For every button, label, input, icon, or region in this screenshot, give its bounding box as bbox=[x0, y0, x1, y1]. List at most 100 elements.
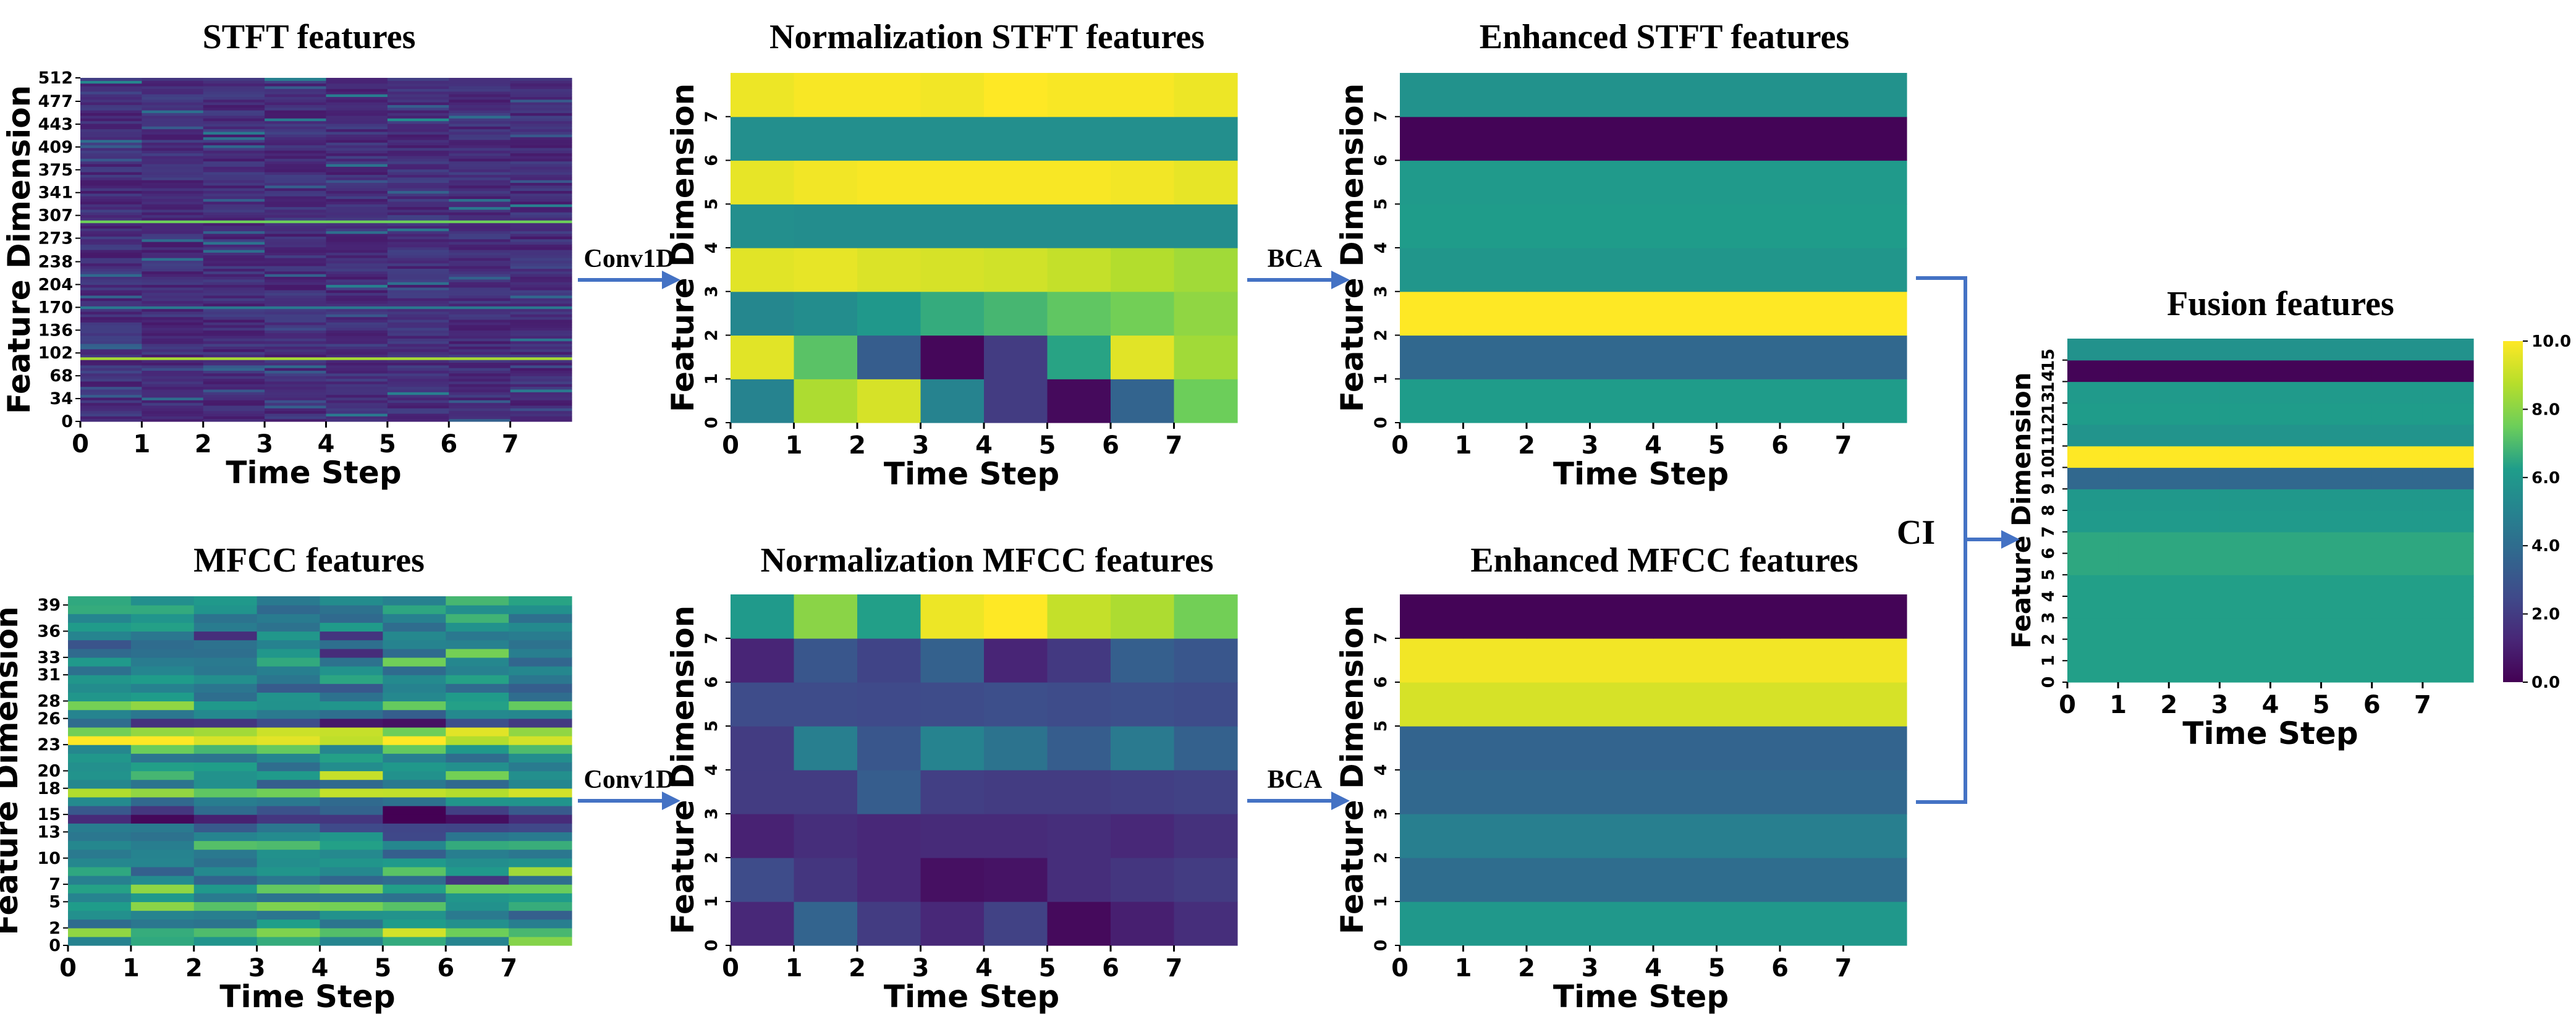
heatmap-cell bbox=[68, 823, 132, 832]
heatmap-cell bbox=[80, 107, 142, 111]
heatmap-cell bbox=[256, 762, 321, 772]
heatmap-cell bbox=[80, 169, 142, 172]
heatmap-cell bbox=[510, 389, 572, 392]
heatmap-cell bbox=[256, 718, 321, 728]
heatmap-cell bbox=[387, 336, 449, 339]
heatmap-cell bbox=[449, 338, 511, 342]
heatmap-cell bbox=[1111, 73, 1175, 117]
heatmap-cell bbox=[80, 370, 142, 374]
heatmap-cell bbox=[2067, 446, 2119, 468]
heatmap-cell bbox=[326, 378, 388, 382]
heatmap-cell bbox=[449, 370, 511, 374]
heatmap-cell bbox=[510, 166, 572, 170]
heatmap-cell bbox=[2169, 467, 2220, 489]
heatmap-cell bbox=[446, 902, 509, 911]
heatmap-cell bbox=[794, 204, 858, 248]
heatmap-cell bbox=[449, 212, 511, 216]
heatmap-cell bbox=[2422, 339, 2474, 361]
x-tick-label: 0 bbox=[722, 954, 739, 982]
heatmap-cell bbox=[383, 657, 446, 667]
heatmap-cell bbox=[383, 876, 446, 885]
heatmap-cell bbox=[320, 814, 383, 824]
heatmap-cell bbox=[510, 158, 572, 162]
heatmap-cell bbox=[142, 250, 204, 253]
heatmap-cell bbox=[265, 222, 327, 226]
y-tick-label: 2 bbox=[702, 852, 721, 864]
heatmap-cell bbox=[1400, 638, 1464, 683]
heatmap-cell bbox=[80, 239, 142, 242]
heatmap-cell bbox=[449, 394, 511, 398]
heatmap-cell bbox=[326, 164, 388, 167]
heatmap-cell bbox=[449, 290, 511, 294]
heatmap-cell bbox=[449, 102, 511, 106]
heatmap-cell bbox=[984, 160, 1048, 205]
heatmap-cell bbox=[449, 344, 511, 347]
heatmap-cell bbox=[80, 115, 142, 119]
y-tick-label: 3 bbox=[702, 808, 721, 820]
heatmap-cell bbox=[1527, 902, 1591, 946]
heatmap-cell bbox=[203, 228, 265, 232]
heatmap-cell bbox=[203, 230, 265, 234]
heatmap-cell bbox=[509, 902, 572, 911]
heatmap-cell bbox=[2219, 596, 2271, 619]
heatmap-cell bbox=[1527, 858, 1591, 902]
y-tick-label: 9 bbox=[2039, 483, 2058, 495]
heatmap-cell bbox=[383, 709, 446, 719]
y-tick-label: 2 bbox=[1371, 852, 1391, 864]
heatmap-cell bbox=[265, 153, 327, 156]
heatmap-cell bbox=[449, 230, 511, 234]
heatmap-cell bbox=[1780, 335, 1844, 379]
heatmap-cell bbox=[326, 338, 388, 342]
y-tick-label: 14 bbox=[2039, 370, 2058, 394]
x-tick-label: 4 bbox=[1645, 431, 1662, 460]
heatmap-cell bbox=[510, 172, 572, 175]
heatmap-cell bbox=[2321, 381, 2373, 403]
heatmap-cell bbox=[731, 291, 795, 336]
heatmap-cell bbox=[265, 386, 327, 390]
heatmap-cell bbox=[2321, 360, 2373, 382]
heatmap-cell bbox=[510, 190, 572, 194]
heatmap-cell bbox=[203, 166, 265, 170]
heatmap-cell bbox=[80, 386, 142, 390]
heatmap-cell bbox=[130, 936, 195, 946]
heatmap-cell bbox=[265, 182, 327, 186]
heatmap-cell bbox=[510, 298, 572, 302]
heatmap-cell bbox=[326, 88, 388, 92]
heatmap-cell bbox=[80, 190, 142, 194]
heatmap-cell bbox=[265, 239, 327, 242]
heatmap-cell bbox=[80, 131, 142, 135]
heatmap-cell bbox=[203, 268, 265, 272]
heatmap-cell bbox=[1716, 902, 1781, 946]
heatmap-cell bbox=[320, 910, 383, 920]
heatmap-cell bbox=[265, 247, 327, 250]
heatmap-cell bbox=[383, 596, 446, 606]
heatmap-cell bbox=[130, 648, 195, 658]
heatmap-cell bbox=[320, 936, 383, 946]
heatmap-cell bbox=[383, 779, 446, 789]
heatmap-cell bbox=[2321, 403, 2373, 425]
heatmap-cell bbox=[203, 118, 265, 122]
heatmap-cell bbox=[142, 402, 204, 406]
heatmap-cell bbox=[984, 379, 1048, 423]
heatmap-cell bbox=[510, 394, 572, 398]
heatmap-cell bbox=[449, 276, 511, 280]
heatmap-cell bbox=[2067, 531, 2119, 554]
heatmap-cell bbox=[2422, 531, 2474, 554]
heatmap-cell bbox=[80, 83, 142, 87]
heatmap-cell bbox=[203, 381, 265, 384]
heatmap-cell bbox=[510, 83, 572, 87]
heatmap-cell bbox=[509, 631, 572, 641]
heatmap-cell bbox=[387, 244, 449, 248]
heatmap-cell bbox=[383, 866, 446, 876]
heatmap-cell bbox=[1590, 682, 1654, 727]
heatmap-cell bbox=[449, 368, 511, 371]
heatmap-cell bbox=[203, 266, 265, 269]
heatmap-cell bbox=[383, 858, 446, 868]
heatmap-cell bbox=[2321, 510, 2373, 533]
heatmap-cell bbox=[1047, 902, 1111, 946]
y-tick-label: 4 bbox=[2039, 591, 2058, 602]
heatmap-cell bbox=[80, 182, 142, 186]
heatmap-cell bbox=[2422, 661, 2474, 683]
heatmap-cell bbox=[265, 214, 327, 218]
heatmap-cell bbox=[80, 78, 142, 81]
